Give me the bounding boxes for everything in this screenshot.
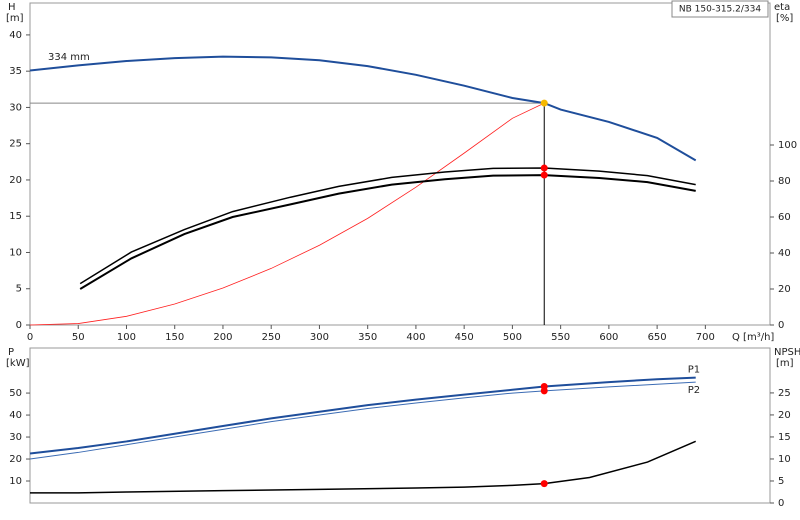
curve (29, 376, 696, 455)
y-axis-unit: [m] (6, 13, 24, 24)
x-tick-label: 250 (262, 332, 281, 343)
y-tick-label: 0 (16, 320, 22, 331)
x-tick-label: 700 (696, 332, 715, 343)
series-label: P1 (688, 365, 700, 376)
x-tick-label: 0 (27, 332, 33, 343)
duty-point (540, 387, 548, 395)
plot-frame (29, 2, 771, 326)
y2-axis-label: NPSH (774, 347, 800, 358)
y2-tick-label: 80 (778, 176, 791, 187)
curve (30, 440, 697, 494)
y-tick-label: 25 (9, 139, 22, 150)
y-tick-label: 30 (9, 102, 22, 113)
curve (29, 381, 696, 460)
y2-tick-label: 100 (778, 140, 797, 151)
curve (29, 102, 545, 326)
y2-tick-label: 5 (778, 476, 784, 487)
y2-axis-unit: [m] (776, 358, 794, 369)
plot-frame (29, 347, 771, 504)
x-axis-label: Q [m³/h] (732, 332, 774, 343)
x-tick-label: 150 (165, 332, 184, 343)
duty-point (540, 171, 548, 179)
y-axis-unit: [kW] (6, 358, 30, 369)
curve-annotation: 334 mm (48, 52, 90, 63)
curve (79, 174, 696, 290)
y-tick-label: 10 (9, 247, 22, 258)
y-tick-label: 35 (9, 66, 22, 77)
y-axis-label: P (8, 347, 14, 358)
x-tick-label: 450 (455, 332, 474, 343)
series-label: P2 (688, 385, 700, 396)
x-tick-label: 350 (358, 332, 377, 343)
y-tick-label: 10 (9, 476, 22, 487)
y-axis-label: H (8, 2, 16, 13)
y-tick-label: 40 (9, 410, 22, 421)
x-tick-label: 550 (551, 332, 570, 343)
y-tick-label: 15 (9, 211, 22, 222)
x-tick-label: 50 (72, 332, 85, 343)
y2-tick-label: 0 (778, 498, 784, 509)
y2-axis-unit: [%] (776, 13, 793, 24)
y-tick-label: 30 (9, 432, 22, 443)
x-tick-label: 300 (310, 332, 329, 343)
title-box (671, 0, 769, 18)
y2-tick-label: 0 (778, 320, 784, 331)
duty-point (540, 480, 548, 488)
y2-tick-label: 20 (778, 284, 791, 295)
y2-tick-label: 25 (778, 388, 791, 399)
chart-title: NB 150-315.2/334 (679, 5, 761, 15)
y2-tick-label: 15 (778, 432, 791, 443)
x-tick-label: 600 (599, 332, 618, 343)
y2-axis-label: eta (774, 2, 790, 13)
x-tick-label: 500 (503, 332, 522, 343)
x-tick-label: 650 (648, 332, 667, 343)
x-tick-label: 100 (117, 332, 136, 343)
x-tick-label: 200 (213, 332, 232, 343)
duty-point (540, 99, 548, 107)
y2-tick-label: 60 (778, 212, 791, 223)
y-tick-label: 40 (9, 30, 22, 41)
y2-tick-label: 20 (778, 410, 791, 421)
y-tick-label: 20 (9, 175, 22, 186)
y2-tick-label: 10 (778, 454, 791, 465)
curve (79, 167, 696, 285)
duty-point (540, 164, 548, 172)
curve (29, 55, 697, 162)
x-tick-label: 400 (406, 332, 425, 343)
y-tick-label: 20 (9, 454, 22, 465)
y2-tick-label: 40 (778, 248, 791, 259)
y-tick-label: 5 (16, 284, 22, 295)
y-tick-label: 50 (9, 388, 22, 399)
